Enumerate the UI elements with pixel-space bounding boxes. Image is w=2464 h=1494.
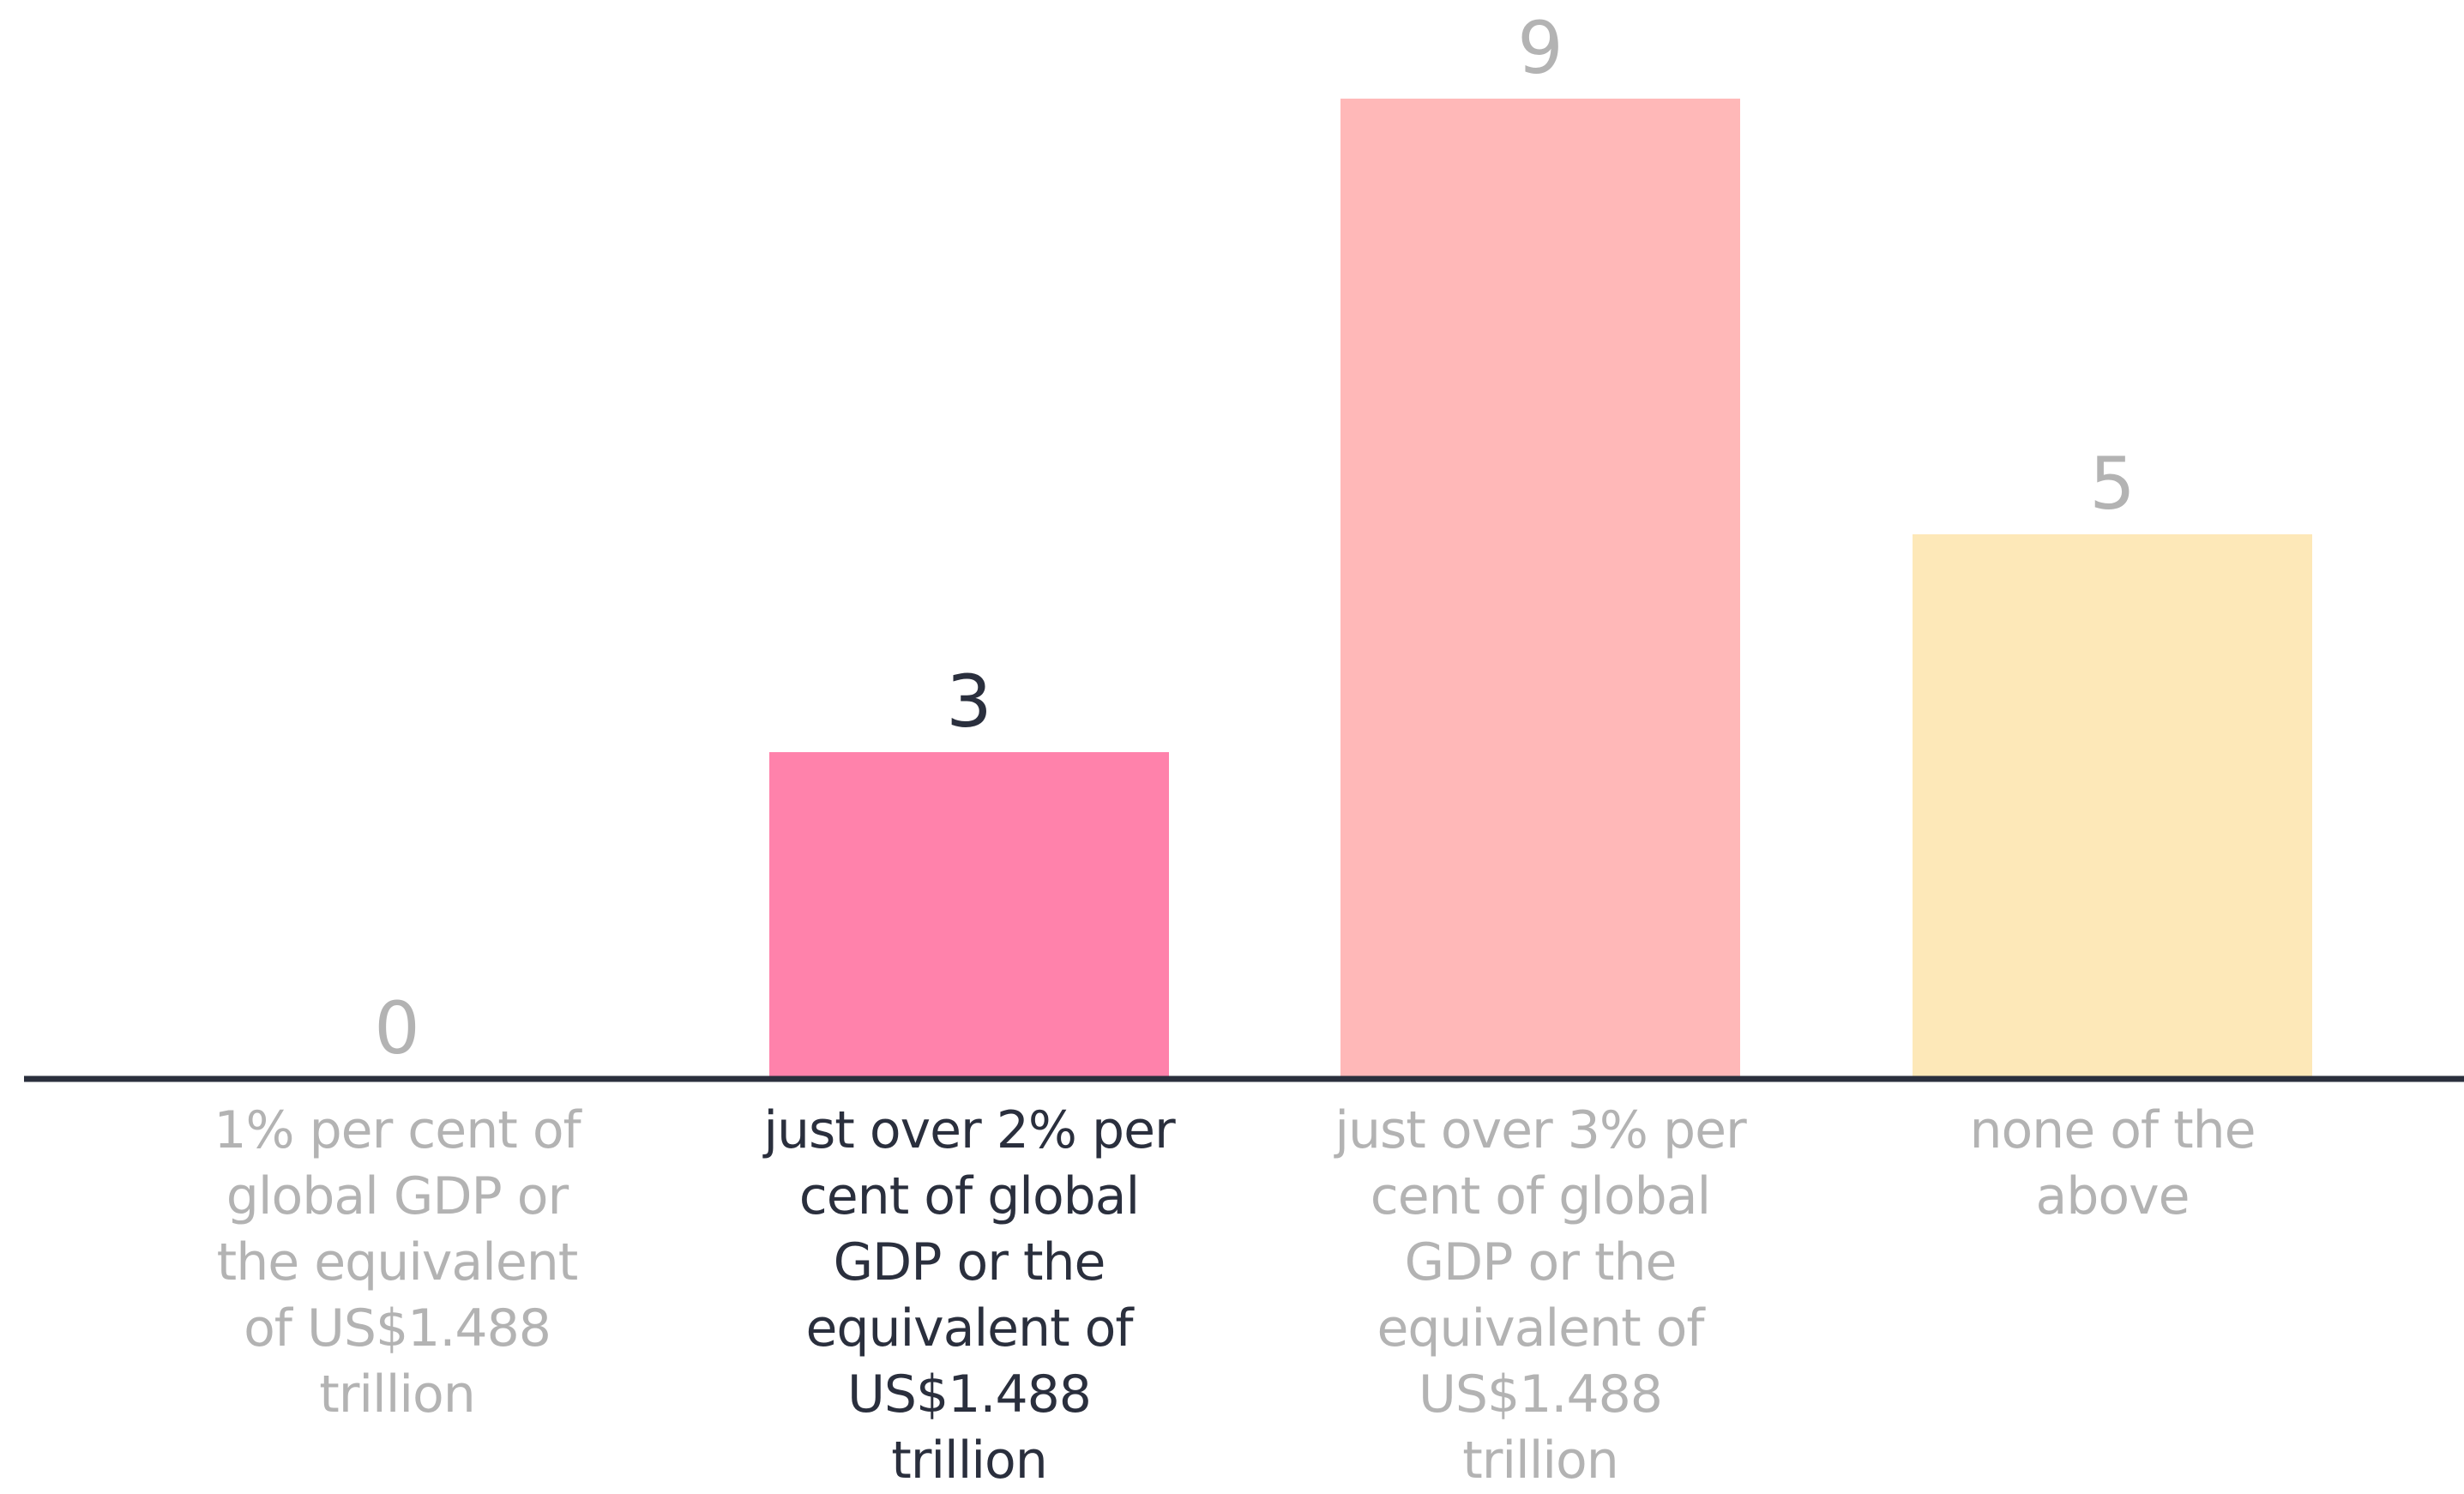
bars-layer <box>769 99 2312 1079</box>
value-label-4: 5 <box>2089 442 2135 526</box>
value-label-2: 3 <box>946 660 991 744</box>
bar-4 <box>1913 534 2312 1079</box>
category-label-1: 1% per cent of global GDP or the equival… <box>214 1100 581 1425</box>
bar-2 <box>769 752 1169 1079</box>
category-label-2: just over 2% per cent of global GDP or t… <box>763 1100 1175 1491</box>
value-labels-layer: 0 3 9 5 <box>374 6 2135 1070</box>
bar-3 <box>1340 99 1740 1079</box>
value-label-1: 0 <box>374 986 419 1070</box>
category-label-4: none of the above <box>1969 1100 2256 1226</box>
category-label-3: just over 3% per cent of global GDP or t… <box>1334 1100 1746 1491</box>
value-label-3: 9 <box>1517 6 1563 90</box>
